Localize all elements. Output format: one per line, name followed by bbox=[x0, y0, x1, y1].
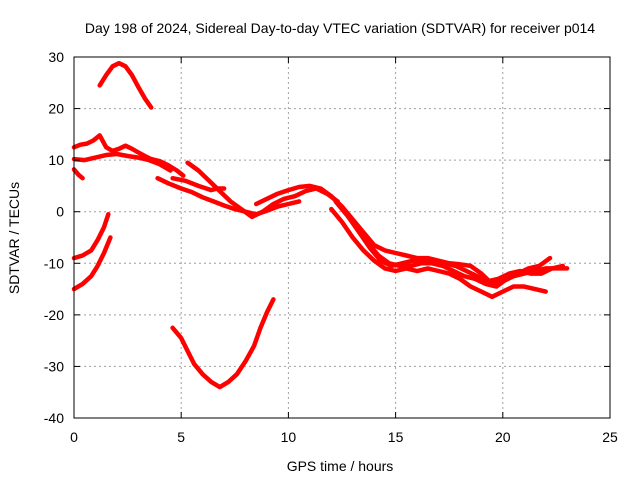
y-tick-label: -10 bbox=[44, 255, 64, 271]
y-tick-label: 30 bbox=[48, 49, 64, 65]
series-line-arc-10 bbox=[170, 175, 227, 193]
y-tick-label: 20 bbox=[48, 101, 64, 117]
x-tick-label: 0 bbox=[70, 429, 78, 445]
y-tick-label: -30 bbox=[44, 358, 64, 374]
y-tick-label: 0 bbox=[56, 204, 64, 220]
series-line-arc-3 bbox=[71, 151, 173, 173]
series-line-arc-6 bbox=[71, 235, 113, 292]
series-line-arc-5 bbox=[71, 212, 111, 261]
axis-ticks: 0 5 10 15 20 25 -40 -30 -20 -10 0 10 20 30 bbox=[44, 49, 618, 445]
plot-frame bbox=[73, 56, 611, 419]
series-line-arc-4 bbox=[71, 167, 85, 181]
series-line-arc-2 bbox=[71, 133, 186, 178]
y-tick-label: -40 bbox=[44, 410, 64, 426]
series-line-arc-14 bbox=[346, 214, 566, 284]
series-line-arc-13 bbox=[329, 206, 548, 300]
series-line-arc-9 bbox=[185, 160, 340, 220]
series-line-arc-1 bbox=[97, 60, 154, 110]
series-layer bbox=[71, 60, 570, 390]
series-line-arc-8 bbox=[155, 175, 302, 217]
x-tick-label: 25 bbox=[602, 429, 618, 445]
x-tick-label: 15 bbox=[388, 429, 404, 445]
y-axis-label: SDTVAR / TECUs bbox=[6, 182, 22, 294]
x-tick-label: 20 bbox=[495, 429, 511, 445]
chart-title: Day 198 of 2024, Sidereal Day-to-day VTE… bbox=[85, 20, 595, 36]
grid-lines bbox=[74, 57, 610, 418]
y-tick-label: -20 bbox=[44, 307, 64, 323]
x-tick-label: 10 bbox=[281, 429, 297, 445]
x-tick-label: 5 bbox=[177, 429, 185, 445]
y-tick-label: 10 bbox=[48, 152, 64, 168]
x-axis-label: GPS time / hours bbox=[287, 458, 394, 474]
series-line-arc-7 bbox=[170, 297, 276, 390]
